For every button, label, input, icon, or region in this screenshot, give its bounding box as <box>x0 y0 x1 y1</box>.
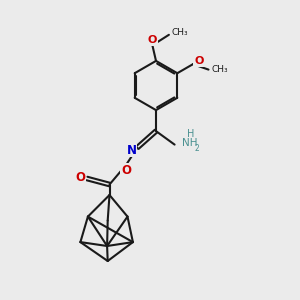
Text: CH₃: CH₃ <box>211 65 228 74</box>
Text: O: O <box>148 35 157 45</box>
Text: N: N <box>126 143 136 157</box>
Text: H: H <box>187 129 194 140</box>
Text: 2: 2 <box>195 144 200 153</box>
Text: O: O <box>121 164 131 177</box>
Text: O: O <box>75 171 85 184</box>
Text: CH₃: CH₃ <box>171 28 188 37</box>
Text: O: O <box>194 56 204 66</box>
Text: NH: NH <box>182 138 198 148</box>
